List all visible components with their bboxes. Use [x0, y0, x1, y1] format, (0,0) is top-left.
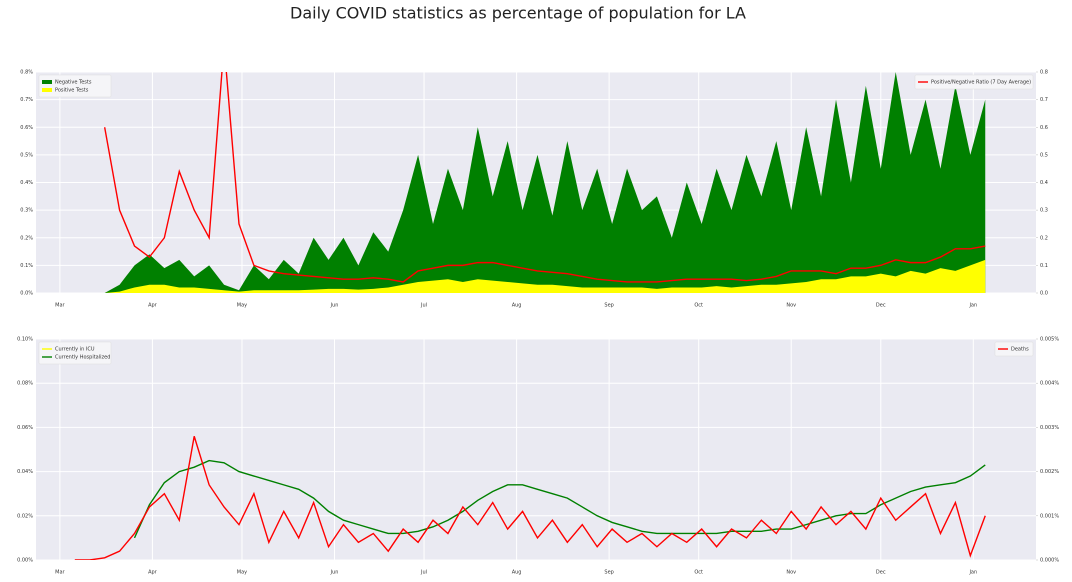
legend-label: Positive/Negative Ratio (7 Day Average): [931, 80, 1031, 86]
x-tick-label: Mar: [55, 303, 65, 309]
x-tick-label: Mar: [55, 570, 65, 576]
y2-tick-label: 0.0: [1040, 291, 1048, 297]
y-tick-label: 0.7%: [20, 97, 33, 103]
line: [103, 72, 986, 283]
y2-tick-label: 0.4: [1040, 180, 1048, 186]
legend-box: [38, 74, 112, 98]
y-tick-label: 0.6%: [20, 125, 33, 131]
x-tick-label: Apr: [148, 570, 158, 576]
x-tick-label: Dec: [876, 303, 886, 309]
series-group: [74, 436, 986, 560]
y-tick-label: 0.4%: [20, 180, 33, 186]
y2-tick-label: 0.5: [1040, 152, 1048, 158]
line: [74, 436, 986, 560]
x-tick-label: Jun: [330, 303, 339, 309]
legend-label: Negative Tests: [55, 80, 92, 86]
y-tick-label: 0.02%: [17, 513, 33, 519]
x-tick-label: Aug: [512, 303, 522, 309]
x-tick-label: Jun: [330, 570, 339, 576]
y2-tick-label: 0.000%: [1040, 558, 1059, 564]
series-group: [59, 72, 986, 293]
y-tick-label: 0.8%: [20, 70, 33, 76]
y2-tick-label: 0.003%: [1040, 425, 1059, 431]
x-tick-label: Dec: [876, 570, 886, 576]
plot-background: [36, 339, 1036, 560]
legend-label: Positive Tests: [55, 88, 89, 94]
x-tick-label: Oct: [694, 570, 703, 576]
y2-tick-label: 0.004%: [1040, 381, 1059, 387]
y-tick-label: 0.0%: [20, 291, 33, 297]
x-tick-label: May: [237, 570, 247, 576]
y2-tick-label: 0.2: [1040, 235, 1048, 241]
x-tick-label: Jan: [968, 570, 977, 576]
y-tick-label: 0.08%: [17, 381, 33, 387]
legend-label: Currently in ICU: [55, 347, 95, 353]
y-tick-label: 0.06%: [17, 425, 33, 431]
y2-tick-label: 0.6: [1040, 125, 1048, 131]
legend-box: [914, 74, 1034, 90]
x-tick-label: Nov: [786, 570, 796, 576]
x-tick-label: Jul: [420, 303, 427, 309]
x-tick-label: Nov: [786, 303, 796, 309]
x-tick-label: Aug: [512, 570, 522, 576]
plot: [36, 338, 1036, 561]
x-tick-label: Oct: [694, 303, 703, 309]
y-tick-label: 0.5%: [20, 152, 33, 158]
y2-tick-label: 0.002%: [1040, 469, 1059, 475]
y2-tick-label: 0.1: [1040, 263, 1048, 269]
figure-title: Daily COVID statistics as percentage of …: [290, 4, 746, 23]
y-tick-label: 0.1%: [20, 263, 33, 269]
legend-label: Deaths: [1011, 347, 1029, 353]
area: [59, 72, 986, 293]
y2-tick-label: 0.005%: [1040, 337, 1059, 343]
y2-tick-label: 0.7: [1040, 97, 1048, 103]
y-tick-label: 0.00%: [17, 558, 33, 564]
x-tick-label: Sep: [604, 303, 613, 309]
legend-box: [994, 341, 1034, 357]
legend-label: Currently Hospitalized: [55, 355, 110, 361]
x-tick-label: Apr: [148, 303, 158, 309]
x-tick-label: Jan: [968, 303, 977, 309]
legend-box: [38, 341, 112, 365]
y-tick-label: 0.10%: [17, 337, 33, 343]
area: [59, 259, 986, 293]
y-tick-label: 0.3%: [20, 208, 33, 214]
y-tick-label: 0.2%: [20, 235, 33, 241]
x-tick-label: May: [237, 303, 247, 309]
y2-tick-label: 0.8: [1040, 70, 1048, 76]
y2-tick-label: 0.3: [1040, 208, 1048, 214]
x-tick-label: Jul: [420, 570, 427, 576]
y-tick-label: 0.04%: [17, 469, 33, 475]
x-tick-label: Sep: [604, 570, 613, 576]
line: [133, 459, 986, 539]
y2-tick-label: 0.001%: [1040, 513, 1059, 519]
